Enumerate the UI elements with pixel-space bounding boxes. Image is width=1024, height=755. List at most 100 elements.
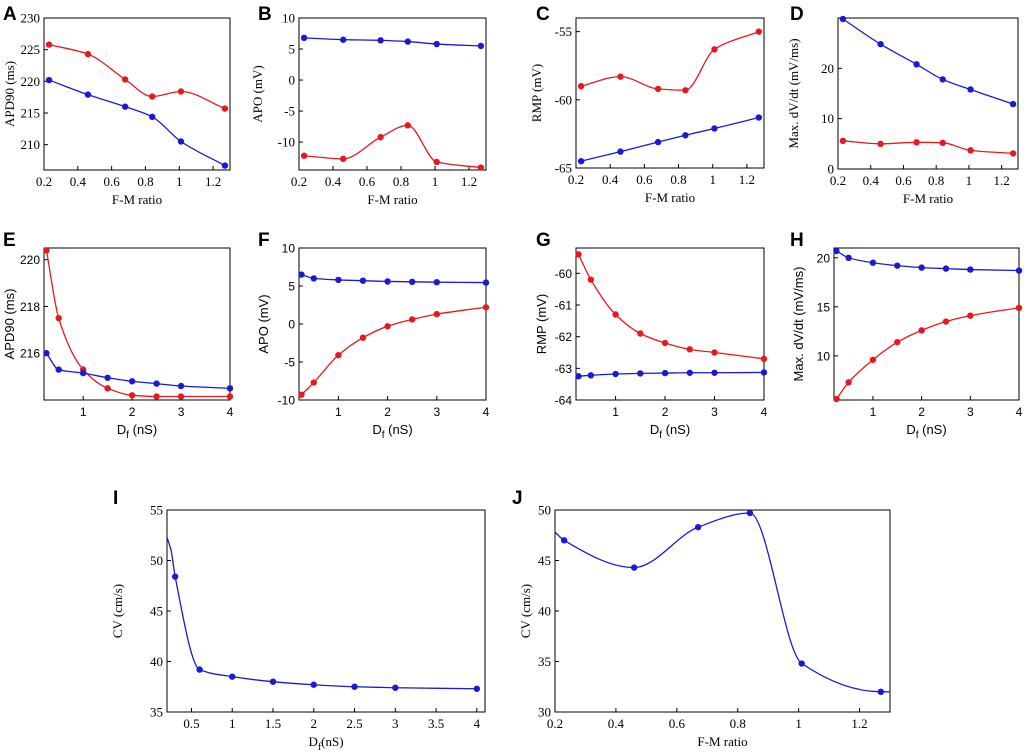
data-point: [869, 356, 877, 363]
panel-e: E 1 2 3 4 216 218 220 Df (nS) APD90 (ms): [2, 230, 234, 441]
series-blue: [43, 350, 234, 392]
data-point: [760, 369, 768, 376]
data-point: [918, 264, 925, 271]
data-point: [171, 573, 179, 580]
y-tick-label: 220: [20, 253, 40, 267]
y-tick-label: -5: [284, 356, 295, 370]
data-point: [637, 370, 644, 377]
data-point: [104, 374, 111, 381]
series-blue: [575, 369, 768, 380]
data-point: [351, 683, 358, 690]
data-point: [833, 247, 840, 255]
y-tick-label: 50: [538, 503, 551, 518]
data-point: [587, 372, 595, 379]
x-axis-label-unit: (nS): [919, 422, 947, 437]
data-point: [473, 685, 481, 692]
series-blue: [300, 34, 485, 50]
y-tick-label: 20: [817, 251, 831, 265]
x-tick-label: 3.5: [428, 716, 444, 731]
series-line: [578, 371, 765, 377]
y-tick-label: 30: [538, 705, 551, 720]
panel-label: B: [258, 4, 272, 25]
data-point: [939, 139, 946, 147]
data-point: [755, 114, 763, 121]
panel-label: F: [258, 230, 270, 251]
x-tick-label: 3: [433, 405, 440, 419]
series-line: [577, 254, 765, 360]
data-point: [298, 271, 305, 278]
data-point: [335, 351, 342, 359]
data-point: [477, 42, 485, 50]
plot-frame: [43, 247, 231, 401]
data-point: [755, 28, 763, 35]
data-point: [637, 330, 644, 337]
x-tick-label: 0.8: [670, 172, 686, 187]
x-tick-label: 3: [711, 405, 718, 419]
y-axis-label: CV (cm/s): [110, 584, 125, 638]
plot-frame: [833, 247, 1020, 401]
data-point: [686, 369, 693, 376]
y-tick-label: 0: [288, 318, 295, 332]
x-tick-label: 1.2: [461, 174, 477, 189]
data-point: [300, 152, 308, 159]
plot-frame: [837, 17, 1019, 170]
y-tick-label: -64: [555, 394, 573, 408]
series-line: [836, 250, 1020, 272]
data-point: [340, 36, 347, 43]
plot-frame: [575, 247, 765, 401]
y-tick-label: 218: [20, 300, 40, 314]
data-point: [177, 138, 185, 145]
data-point: [404, 122, 411, 129]
data-point: [121, 103, 129, 110]
x-axis-label-subscript: f: [382, 430, 385, 441]
series-blue: [577, 114, 763, 165]
data-point: [359, 277, 367, 284]
data-point: [839, 15, 847, 23]
data-point: [686, 346, 693, 353]
x-axis-label: Df (nS): [117, 422, 157, 441]
plot-frame: [43, 17, 231, 171]
panel-label: I: [113, 488, 118, 509]
x-tick-label: 1: [176, 174, 183, 189]
series-line: [45, 352, 231, 389]
data-point: [121, 76, 129, 83]
x-axis-label-subscript: f: [916, 430, 919, 441]
data-point: [942, 265, 950, 272]
series-blue: [166, 537, 481, 692]
data-point: [177, 382, 185, 390]
data-point: [128, 378, 136, 385]
x-tick-label: 2: [384, 405, 391, 419]
x-tick-label: 1.5: [265, 716, 281, 731]
data-point: [433, 40, 440, 48]
data-point: [939, 76, 946, 83]
data-point: [877, 40, 884, 48]
x-tick-label: 0.4: [70, 174, 87, 189]
x-axis-label-main: D: [308, 734, 317, 749]
x-tick-label: 3: [392, 716, 399, 731]
y-tick-label: 55: [150, 503, 163, 518]
data-point: [661, 369, 669, 377]
y-axis-label: APO (mV): [256, 294, 271, 353]
data-point: [661, 339, 669, 347]
x-tick-label: 0.6: [359, 174, 376, 189]
data-point: [612, 370, 619, 378]
x-tick-label: 0.4: [325, 174, 342, 189]
series-blue: [839, 15, 1017, 108]
x-axis-label-main: F-M ratio: [367, 192, 417, 207]
x-axis-label-subscript: f: [318, 742, 322, 753]
data-point: [1009, 150, 1017, 157]
x-tick-label: 0.2: [547, 716, 563, 731]
x-tick-label: 4: [483, 405, 490, 419]
data-point: [229, 673, 236, 680]
y-tick-label: 0: [289, 73, 296, 88]
x-axis-label-unit: (nS): [385, 422, 413, 437]
series-blue: [298, 271, 490, 286]
x-tick-label: 1: [229, 716, 236, 731]
plot-frame: [575, 17, 765, 169]
x-tick-label: 0.6: [895, 173, 912, 188]
plot-frame: [166, 509, 486, 713]
data-point: [377, 133, 384, 141]
data-point: [845, 254, 852, 262]
y-tick-label: -5: [284, 104, 295, 119]
data-point: [43, 350, 50, 357]
